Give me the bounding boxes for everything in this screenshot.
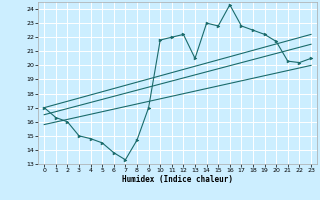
X-axis label: Humidex (Indice chaleur): Humidex (Indice chaleur): [122, 175, 233, 184]
